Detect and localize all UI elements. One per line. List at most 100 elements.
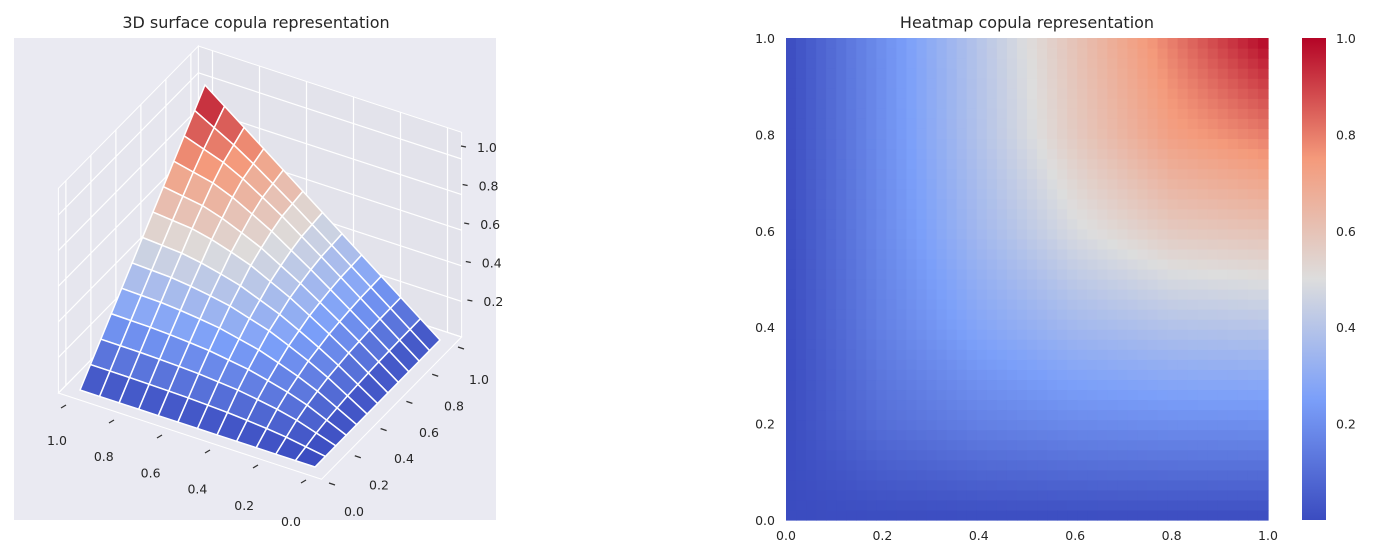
- heatmap-cell: [866, 469, 877, 481]
- heatmap-cell: [1016, 248, 1028, 260]
- heatmap-cell: [1057, 138, 1068, 150]
- heatmap-cell: [1027, 248, 1038, 260]
- heatmap-cell: [1257, 509, 1269, 521]
- heatmap-cell: [1157, 399, 1169, 411]
- heatmap-cell: [826, 319, 837, 330]
- heatmap-cell: [866, 289, 877, 300]
- heatmap-cell: [896, 248, 908, 260]
- heatmap-cell: [956, 228, 968, 240]
- heatmap-cell: [1157, 128, 1169, 140]
- colorbar-tick-label: 0.4: [1336, 320, 1356, 335]
- heatmap-cell: [906, 38, 918, 49]
- heatmap-cell: [1207, 268, 1219, 280]
- heatmap-cell: [816, 439, 827, 451]
- heatmap-cell: [806, 78, 817, 89]
- heatmap-cell: [996, 158, 1008, 170]
- heatmap-cell: [916, 248, 928, 260]
- heatmap-cell: [1237, 188, 1249, 200]
- heatmap-cell: [1257, 439, 1269, 451]
- heatmap-cell: [1257, 299, 1269, 310]
- heatmap-cell: [846, 389, 857, 401]
- heatmap-cell: [1197, 489, 1209, 501]
- heatmap-cell: [1177, 118, 1189, 129]
- heatmap-cell: [1006, 258, 1018, 270]
- heatmap-cell: [1237, 68, 1249, 79]
- heatmap-cell: [916, 359, 928, 370]
- heatmap-cell: [916, 108, 928, 119]
- heatmap-cell: [996, 299, 1008, 310]
- heatmap-cell: [856, 309, 867, 320]
- heatmap-cell: [896, 399, 908, 411]
- heatmap-cell: [1016, 268, 1028, 280]
- heatmap-cell: [1187, 279, 1199, 290]
- heatmap-cell: [1217, 479, 1229, 491]
- heatmap-cell: [1077, 178, 1088, 190]
- heatmap-cell: [866, 419, 877, 431]
- heatmap-cell: [1157, 78, 1169, 89]
- heatmap-cell: [1257, 138, 1269, 150]
- heatmap-cell: [866, 148, 877, 160]
- heatmap-cell: [1197, 449, 1209, 461]
- heatmap-cell: [1127, 138, 1139, 150]
- heatmap-cell: [946, 38, 958, 49]
- heatmap-cell: [1006, 128, 1018, 140]
- heatmap-cell: [1207, 499, 1219, 511]
- heatmap-cell: [836, 158, 847, 170]
- heatmap-cell: [1027, 329, 1038, 340]
- heatmap-cell: [986, 198, 998, 210]
- heatmap-cell: [796, 339, 807, 350]
- heatmap-cell: [1237, 509, 1249, 521]
- heatmap-cell: [926, 329, 938, 340]
- heatmap-cell: [866, 208, 877, 220]
- grid-line: [57, 72, 199, 216]
- heatmap-cell: [946, 429, 958, 441]
- heatmap-cell: [866, 499, 877, 511]
- heatmap-cell: [876, 429, 888, 441]
- heatmap-cell: [1217, 88, 1229, 99]
- heatmap-cell: [1077, 98, 1088, 109]
- heatmap-cell: [1077, 329, 1088, 340]
- heatmap-cell: [956, 489, 968, 501]
- heatmap-cell: [1097, 419, 1108, 431]
- heatmap-cell: [1117, 299, 1129, 310]
- heatmap-cell: [1187, 98, 1199, 109]
- heatmap-cell: [996, 439, 1008, 451]
- heatmap-cell: [1077, 38, 1088, 49]
- heatmap-cell: [986, 168, 998, 180]
- heatmap-cell: [836, 419, 847, 431]
- heatmap-cell: [826, 38, 837, 49]
- heatmap-cell: [1237, 469, 1249, 481]
- heatmap-cell: [1127, 509, 1139, 521]
- heatmap-cell: [1147, 148, 1159, 160]
- heatmap-cell: [786, 279, 797, 290]
- heatmap-cell: [1006, 58, 1018, 69]
- heatmap-cell: [1257, 248, 1269, 260]
- heatmap-cell: [866, 439, 877, 451]
- heatmap-cell: [1257, 289, 1269, 300]
- heatmap-cell: [996, 228, 1008, 240]
- heatmap-cell: [1067, 379, 1078, 391]
- heatmap-cell: [986, 238, 998, 250]
- heatmap-cell: [916, 208, 928, 220]
- heatmap-cell: [1027, 499, 1038, 511]
- heatmap-cell: [896, 309, 908, 320]
- heatmap-cell: [846, 349, 857, 360]
- heatmap-cell: [856, 118, 867, 129]
- heatmap-cell: [796, 359, 807, 370]
- heatmap-cell: [906, 78, 918, 89]
- heatmap-cell: [846, 268, 857, 280]
- heatmap-cell: [1027, 268, 1038, 280]
- heatmap-cell: [1137, 489, 1149, 501]
- heatmap-x-tick-label: 0.2: [872, 528, 892, 543]
- heatmap-cell: [1167, 238, 1179, 250]
- heatmap-cell: [866, 409, 877, 421]
- heatmap-cell: [966, 48, 978, 59]
- heatmap-cell: [906, 198, 918, 210]
- heatmap-cell: [1077, 389, 1088, 401]
- heatmap-cell: [976, 469, 988, 481]
- heatmap-cell: [1227, 68, 1239, 79]
- z-tick-mark: [460, 145, 467, 148]
- heatmap-cell: [956, 128, 968, 140]
- heatmap-cell: [946, 299, 958, 310]
- heatmap-cell: [1087, 349, 1098, 360]
